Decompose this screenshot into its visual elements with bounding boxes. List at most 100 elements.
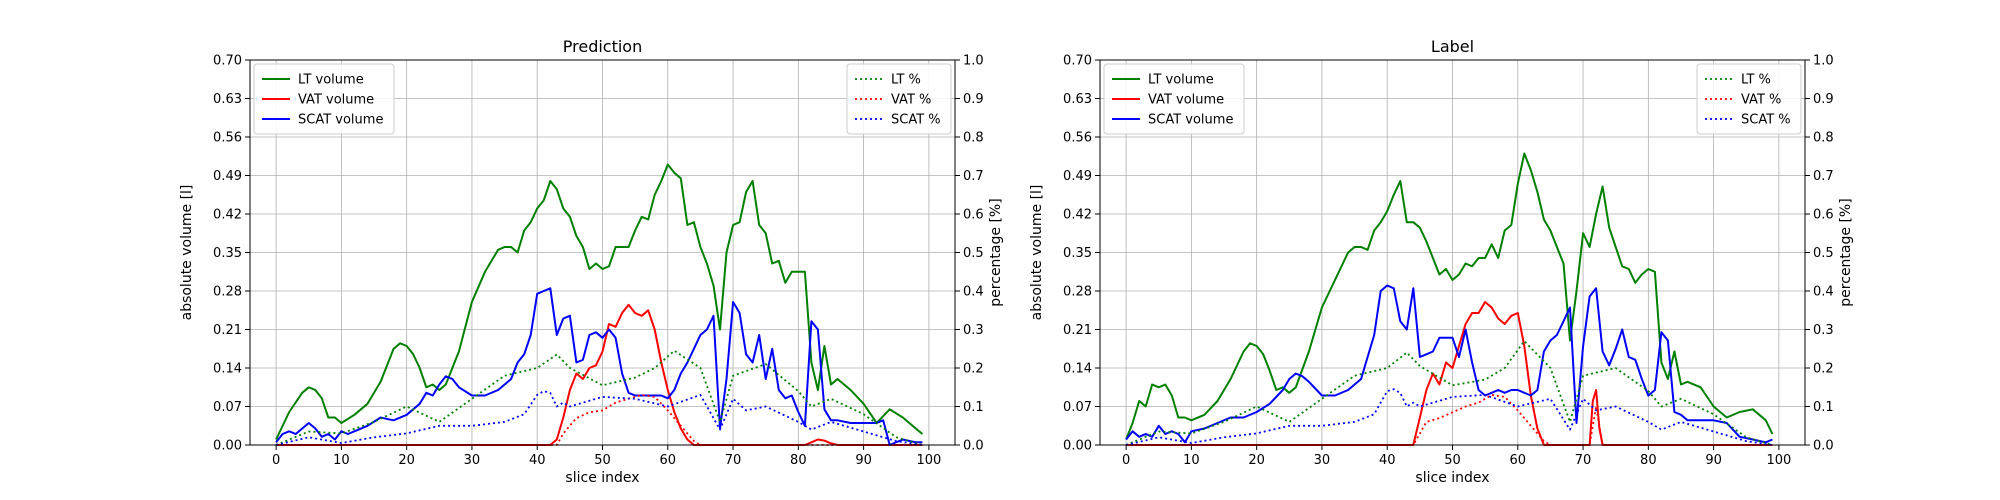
x-tick-label: 10	[1183, 453, 1200, 468]
x-tick-label: 100	[916, 453, 941, 468]
legend-label: LT volume	[1148, 73, 1214, 88]
y-axis-label-right: percentage [%]	[988, 198, 1004, 306]
y-tick-label-left: 0.14	[1063, 362, 1092, 377]
legend-box	[846, 63, 952, 135]
x-tick-label: 80	[790, 453, 807, 468]
y-tick-label-right: 0.4	[963, 285, 984, 300]
y-axis-label-left: absolute volume [l]	[1029, 185, 1045, 321]
y-tick-label-right: 0.2	[963, 362, 984, 377]
y-tick-label-right: 0.3	[1813, 323, 1834, 338]
series-line-scat-volume	[1125, 284, 1773, 444]
y-tick-label-right: 1.0	[963, 54, 984, 69]
y-tick-label-right: 1.0	[1813, 54, 1834, 69]
y-tick-label-right: 0.4	[1813, 285, 1834, 300]
x-tick-label: 30	[1314, 453, 1331, 468]
chart-prediction: 0 10 20 30 40 50 60 70 80 90 100 0.00 0.07 0.14 0.21 0.…	[179, 37, 1004, 486]
y-tick-label-left: 0.00	[1063, 439, 1092, 454]
y-tick-label-left: 0.56	[1063, 131, 1092, 146]
series-line-lt-volume	[1125, 152, 1774, 440]
y-tick-label-left: 0.35	[1063, 246, 1092, 261]
y-tick-label-right: 0.9	[1813, 92, 1834, 107]
x-tick-label: 60	[660, 453, 677, 468]
x-tick-label: 40	[529, 453, 546, 468]
y-tick-label-left: 0.42	[1063, 208, 1092, 223]
y-tick-label-right: 0.6	[963, 208, 984, 223]
legend-label: VAT volume	[1148, 93, 1224, 108]
x-tick-label: 50	[594, 453, 611, 468]
series-line-lt-volume	[275, 163, 924, 440]
chart-title: Label	[1431, 37, 1474, 56]
x-axis-label: slice index	[1415, 470, 1489, 486]
x-tick-label: 10	[333, 453, 350, 468]
y-tick-label-left: 0.56	[213, 131, 242, 146]
y-tick-label-right: 0.8	[1813, 131, 1834, 146]
y-tick-label-right: 0.8	[963, 131, 984, 146]
y-tick-label-left: 0.07	[1063, 400, 1092, 415]
y-tick-label-right: 0.0	[963, 439, 984, 454]
legend-label: VAT volume	[298, 93, 374, 108]
series-line-scat	[1125, 388, 1773, 446]
x-tick-label: 70	[1575, 453, 1592, 468]
series-line-lt	[1125, 340, 1773, 446]
series-line-scat-volume	[275, 287, 923, 446]
legend-volume: LT volume VAT volume SCAT volume	[1103, 63, 1245, 135]
legend-label: SCAT volume	[1148, 113, 1233, 128]
x-tick-label: 90	[855, 453, 872, 468]
legend-label: VAT %	[1741, 93, 1781, 108]
x-tick-label: 40	[1379, 453, 1396, 468]
y-tick-label-left: 0.00	[213, 439, 242, 454]
y-tick-label-left: 0.28	[213, 285, 242, 300]
y-tick-label-left: 0.63	[1063, 92, 1092, 107]
y-tick-label-left: 0.70	[213, 54, 242, 69]
x-tick-label: 20	[398, 453, 415, 468]
legend-label: SCAT %	[891, 113, 941, 128]
legend-label: LT %	[1741, 73, 1771, 88]
chart-label: 0 10 20 30 40 50 60 70 80 90 100 0.00 0.07 0.14 0.21 0.…	[1029, 37, 1854, 486]
y-tick-label-left: 0.07	[213, 400, 242, 415]
y-tick-label-right: 0.3	[963, 323, 984, 338]
y-tick-label-right: 0.9	[963, 92, 984, 107]
y-tick-label-right: 0.7	[1813, 169, 1834, 184]
x-tick-label: 100	[1766, 453, 1791, 468]
y-tick-label-left: 0.42	[213, 208, 242, 223]
y-tick-label-left: 0.63	[213, 92, 242, 107]
x-tick-label: 70	[725, 453, 742, 468]
legend-label: LT volume	[298, 73, 364, 88]
y-tick-label-right: 0.6	[1813, 208, 1834, 223]
legend-box	[253, 63, 395, 135]
y-axis-label-left: absolute volume [l]	[179, 185, 195, 321]
y-tick-label-right: 0.1	[1813, 400, 1834, 415]
legend-label: VAT %	[891, 93, 931, 108]
legend-box	[1696, 63, 1802, 135]
legend-label: SCAT %	[1741, 113, 1791, 128]
series-line-vat-volume	[1126, 301, 1773, 446]
series-line-vat	[276, 393, 923, 446]
y-axis-label-right: percentage [%]	[1838, 198, 1854, 306]
y-tick-label-left: 0.28	[1063, 285, 1092, 300]
x-tick-label: 90	[1705, 453, 1722, 468]
legend-label: SCAT volume	[298, 113, 383, 128]
y-tick-label-left: 0.14	[213, 362, 242, 377]
legend-percentage: LT % VAT % SCAT %	[1696, 63, 1802, 135]
x-tick-label: 30	[464, 453, 481, 468]
y-tick-label-right: 0.7	[963, 169, 984, 184]
y-tick-label-left: 0.70	[1063, 54, 1092, 69]
chart-title: Prediction	[563, 37, 642, 56]
x-tick-label: 80	[1640, 453, 1657, 468]
y-tick-label-right: 0.5	[1813, 246, 1834, 261]
y-tick-label-right: 0.5	[963, 246, 984, 261]
x-tick-label: 0	[1122, 453, 1130, 468]
x-tick-label: 60	[1510, 453, 1527, 468]
y-tick-label-left: 0.21	[213, 323, 242, 338]
x-axis-label: slice index	[565, 470, 639, 486]
series-line-lt	[275, 349, 923, 446]
y-tick-label-left: 0.35	[213, 246, 242, 261]
y-tick-label-right: 0.0	[1813, 439, 1834, 454]
series-line-vat-volume	[276, 303, 923, 446]
x-tick-label: 0	[272, 453, 280, 468]
y-tick-label-left: 0.21	[1063, 323, 1092, 338]
y-tick-label-right: 0.1	[963, 400, 984, 415]
legend-label: LT %	[891, 73, 921, 88]
legend-percentage: LT % VAT % SCAT %	[846, 63, 952, 135]
